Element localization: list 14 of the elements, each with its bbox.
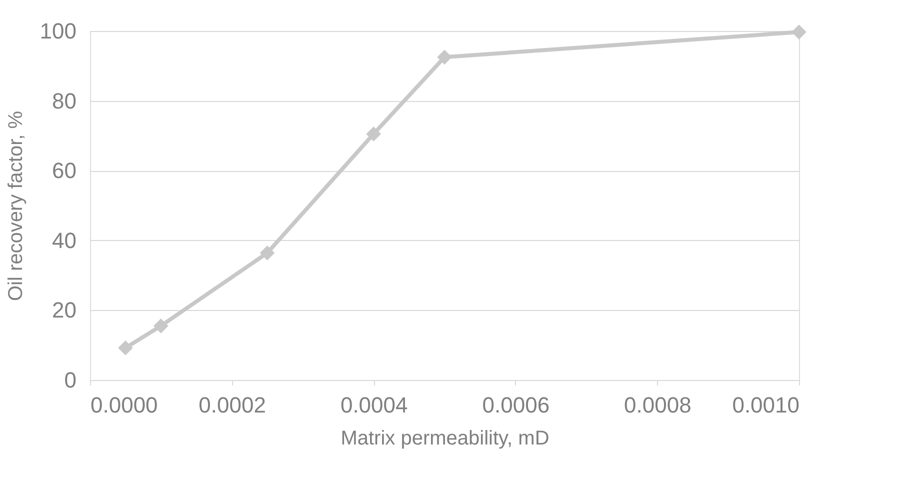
x-tick-label: 0.0004: [340, 392, 408, 418]
x-tick-label: 0.0002: [198, 392, 266, 418]
x-tick-label: 0.0000: [90, 392, 158, 418]
y-tick-label: 60: [52, 158, 76, 184]
y-tick-label: 80: [52, 88, 76, 114]
x-tick-label: 0.0008: [624, 392, 692, 418]
y-tick-label: 100: [40, 18, 76, 44]
x-axis-title: Matrix permeability, mD: [340, 428, 550, 450]
y-tick-label: 0: [64, 368, 76, 392]
y-tick-label: 20: [52, 298, 76, 323]
y-tick-label: 40: [52, 228, 76, 253]
x-tick-label: 0.0010: [732, 392, 800, 418]
x-tick-label: 0.0006: [482, 392, 550, 418]
y-axis-title: Oil recovery factor, %: [4, 110, 27, 302]
